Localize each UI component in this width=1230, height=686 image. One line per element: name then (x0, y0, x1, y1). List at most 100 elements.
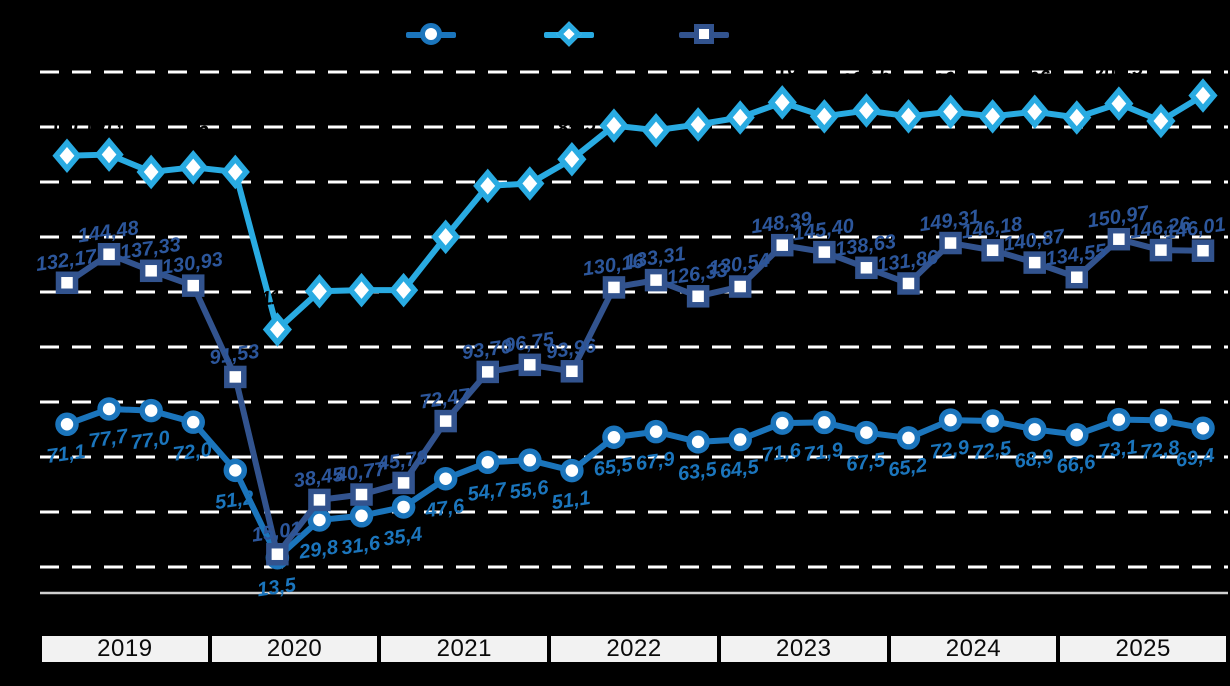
series-square-point (981, 239, 1004, 262)
series-square-point (392, 471, 415, 495)
series-diamond-label: 203,5 (712, 71, 766, 100)
series-diamond-label: 180 (132, 127, 168, 153)
series-diamond-point (94, 137, 124, 172)
series-diamond-label: 112 (259, 284, 294, 310)
series-square-label: 91,53 (208, 341, 261, 370)
series-circle-label: 35,4 (382, 523, 424, 550)
series-diamond-label: 174 (469, 141, 505, 167)
series-diamond-point (178, 150, 208, 185)
series-diamond-label: 175 (511, 138, 548, 165)
series-diamond-label: 209,5 (1091, 57, 1145, 86)
series-diamond-point (431, 219, 461, 255)
legend-circle-marker-icon (420, 23, 442, 45)
series-diamond-label: 204 (804, 71, 841, 98)
series-square-point (560, 360, 584, 383)
series-circle-point (686, 430, 710, 454)
series-diamond-point (1146, 103, 1176, 139)
series-diamond-point (935, 94, 966, 129)
series-diamond-label: 204 (973, 71, 1010, 98)
series-circle-point (812, 410, 837, 435)
series-diamond-point (851, 93, 882, 128)
x-axis-year-2020: 2020 (211, 635, 378, 662)
series-square-point (602, 276, 626, 299)
series-circle-label: 72,9 (929, 436, 971, 463)
series-circle-label: 51,1 (550, 487, 592, 514)
series-circle-point (980, 409, 1005, 433)
series-square-point (1023, 251, 1046, 274)
series-circle-point (854, 420, 879, 445)
series-square-point (434, 409, 457, 433)
series-circle-point (560, 458, 584, 483)
series-diamond-point (599, 108, 629, 143)
series-diamond-point (809, 99, 839, 134)
series-circle-label: 31,6 (340, 532, 382, 559)
series-square-point (1107, 227, 1131, 251)
series-square-point (224, 365, 247, 389)
x-axis-year-2023: 2023 (720, 635, 887, 662)
series-circle-label: 54,7 (466, 479, 508, 506)
series-circle-label: 55,6 (508, 477, 550, 504)
series-circle-label: 66,6 (1055, 451, 1097, 478)
series-square-line (65, 236, 1204, 558)
x-axis-year-2019: 2019 (42, 635, 208, 662)
series-diamond-label: 210 (762, 57, 799, 84)
series-square-point (266, 542, 289, 566)
series-diamond-label: 182 (174, 122, 210, 148)
series-diamond-label: 206,5 (838, 64, 892, 93)
series-diamond-point (473, 168, 503, 204)
series-circle-point (433, 466, 458, 491)
series-circle-label: 63,5 (676, 458, 718, 485)
series-circle-label: 64,5 (719, 456, 761, 483)
series-circle-point (770, 411, 795, 435)
series-circle-label: 77,0 (130, 427, 172, 454)
series-diamond-label: 129 (385, 245, 422, 272)
series-circle-label: 68,9 (1013, 446, 1055, 473)
series-diamond-label: 198 (637, 85, 674, 112)
series-diamond-point (388, 272, 419, 308)
legend-item-square-series (679, 22, 739, 46)
series-circle-point (181, 410, 205, 434)
series-circle-label: 65,2 (887, 454, 929, 481)
series-diamond-label: 187 (48, 110, 85, 137)
series-circle-point (139, 398, 163, 423)
series-circle-label: 69,4 (1174, 445, 1216, 472)
series-square-point (771, 233, 794, 257)
series-square-label: 132,17 (34, 246, 99, 276)
series-diamond-point (220, 154, 250, 190)
series-circle-label: 72,0 (172, 439, 214, 466)
series-circle-label: 67,9 (634, 448, 676, 475)
series-diamond-label: 204 (889, 71, 926, 98)
series-square-point (518, 353, 542, 377)
series-diamond-label: 200 (594, 80, 631, 107)
series-diamond-point (262, 312, 292, 347)
series-square-label: 45,79 (375, 446, 429, 475)
series-square-point (1149, 238, 1173, 262)
series-square-point (644, 268, 668, 292)
series-square-point (1191, 239, 1215, 262)
series-circle-label: 65,5 (592, 454, 634, 481)
series-diamond-label: 187,5 (82, 108, 135, 137)
series-circle-line (65, 405, 1204, 561)
series-square-point (350, 483, 373, 506)
series-square-point (728, 275, 752, 298)
series-diamond-point (52, 138, 82, 173)
series-circle-point (938, 408, 963, 432)
series-square-point (939, 231, 962, 255)
series-square-point (55, 271, 79, 295)
series-square-point (181, 274, 205, 297)
series-circle-label: 29,8 (297, 536, 340, 563)
series-diamond-point (767, 85, 797, 120)
series-square-point (476, 360, 499, 384)
series-circle-label: 72,8 (1139, 437, 1181, 464)
series-circle-point (1149, 408, 1173, 433)
series-circle-label: 72,5 (971, 437, 1013, 464)
series-square-point (139, 259, 163, 283)
series-square-point (97, 242, 121, 266)
series-circle-label: 13,5 (256, 574, 298, 601)
series-circle-point (1191, 416, 1215, 440)
series-diamond-label: 128,5 (292, 245, 345, 274)
series-diamond-point (557, 141, 587, 177)
legend-square-marker-icon (694, 24, 714, 44)
series-circle-label: 51,2 (214, 487, 256, 514)
